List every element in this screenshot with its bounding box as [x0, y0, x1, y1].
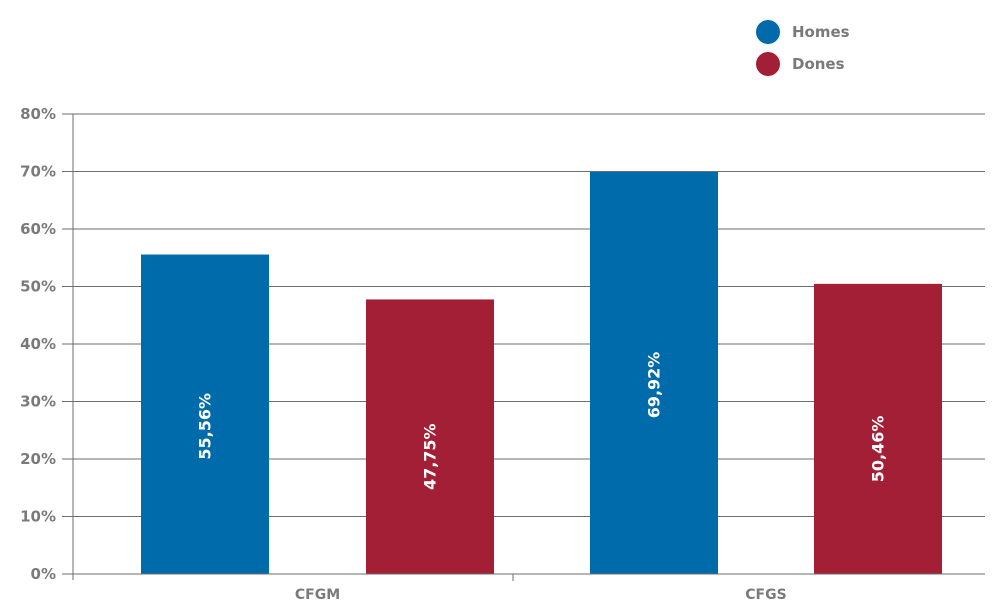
bar-value-label: 47,75%: [421, 423, 440, 490]
axes: [62, 114, 985, 581]
bars: [141, 171, 942, 574]
y-tick-label: 20%: [20, 450, 56, 468]
bar-value-labels: 55,56% 47,75% 69,92% 50,46%: [196, 352, 888, 490]
bar-value-label: 69,92%: [645, 352, 664, 419]
legend-swatch-homes: [756, 20, 780, 44]
y-tick-label: 30%: [20, 393, 56, 411]
y-tick-label: 60%: [20, 220, 56, 238]
bar-homes-cfgs: [590, 171, 718, 574]
bar-dones-cfgs: [814, 283, 942, 574]
y-tick-label: 0%: [31, 565, 56, 583]
y-axis-ticks: 0% 10% 20% 30% 40% 50% 60% 70% 80%: [20, 105, 56, 583]
bar-value-label: 50,46%: [869, 416, 888, 483]
y-tick-label: 80%: [20, 105, 56, 123]
x-category-label: CFGS: [745, 587, 786, 603]
y-tick-label: 50%: [20, 278, 56, 296]
legend-swatch-dones: [756, 52, 780, 76]
bar-dones-cfgm: [366, 299, 494, 574]
legend-label-dones: Dones: [792, 55, 845, 73]
y-tick-label: 40%: [20, 335, 56, 353]
x-axis-labels: CFGM CFGS: [295, 587, 787, 603]
legend-label-homes: Homes: [792, 23, 850, 41]
y-tick-label: 10%: [20, 508, 56, 526]
bar-value-label: 55,56%: [196, 393, 215, 460]
bar-homes-cfgm: [141, 254, 269, 574]
x-category-label: CFGM: [295, 587, 340, 603]
y-tick-label: 70%: [20, 163, 56, 181]
legend: Homes Dones: [756, 20, 850, 76]
